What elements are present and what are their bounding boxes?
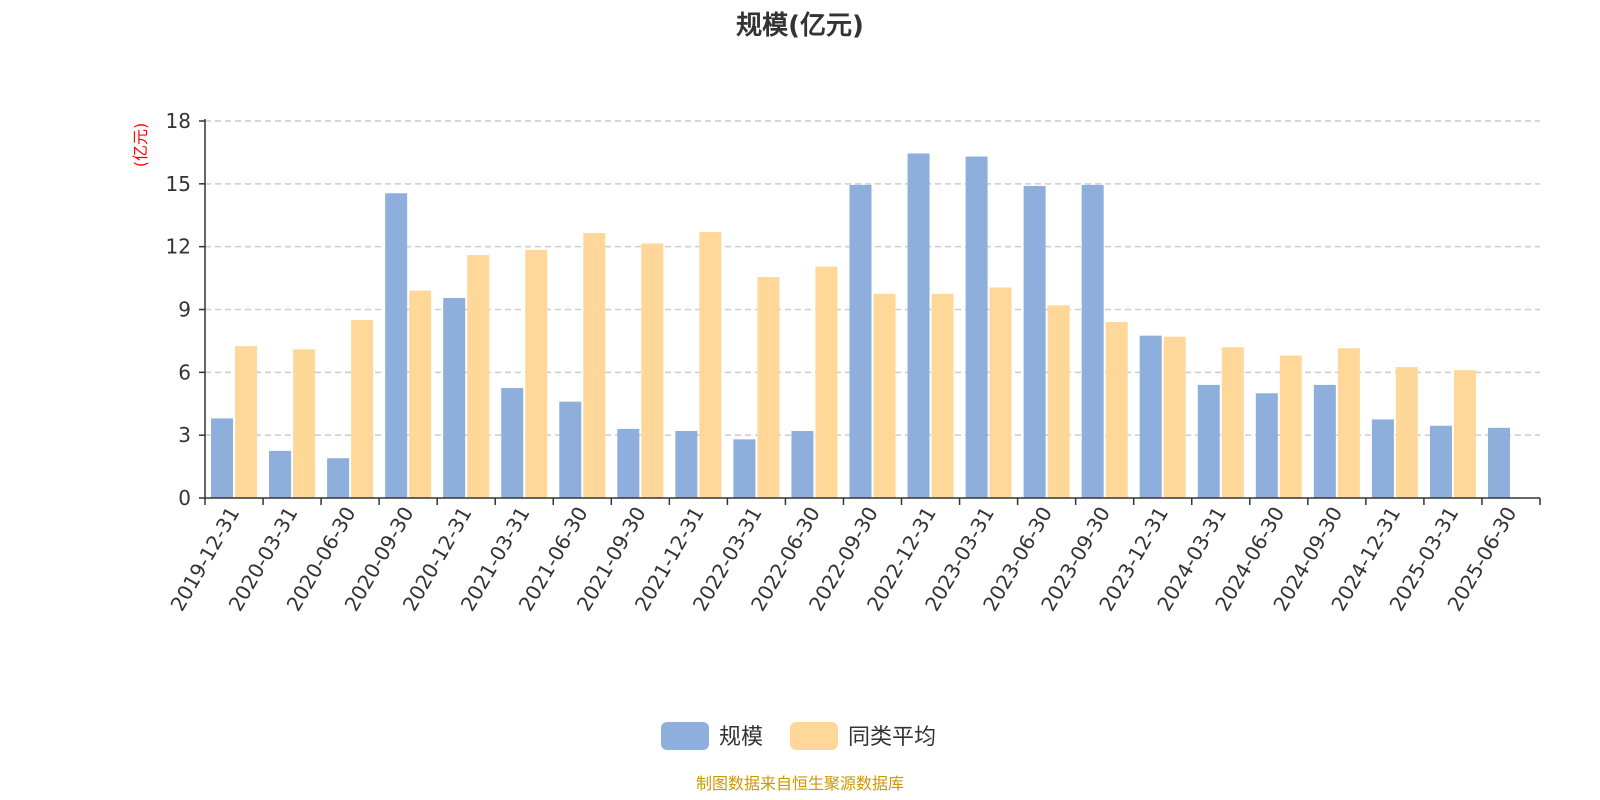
bar-scale — [617, 428, 640, 498]
bar-category-average — [293, 349, 316, 498]
bar-category-average — [699, 232, 722, 498]
bar-scale — [327, 458, 350, 498]
bar-scale — [385, 193, 408, 498]
legend-label: 规模 — [719, 725, 763, 750]
bar-category-average — [409, 290, 432, 498]
y-tick-label: 9 — [178, 298, 191, 322]
bar-category-average — [931, 293, 954, 498]
bar-category-average — [757, 277, 780, 498]
bar-scale — [1429, 425, 1452, 498]
bar-category-average — [1163, 336, 1186, 498]
bar-scale — [1023, 185, 1046, 498]
bar-scale — [1197, 384, 1220, 498]
bar-scale — [907, 153, 930, 499]
bar-scale — [443, 297, 466, 498]
bar-category-average — [525, 249, 548, 498]
bar-scale — [1139, 335, 1162, 498]
bar-scale — [1487, 427, 1510, 498]
bar-category-average — [583, 233, 606, 498]
y-tick-label: 3 — [178, 423, 191, 447]
bar-category-average — [467, 255, 490, 498]
bar-category-average — [1105, 322, 1128, 498]
legend-label: 同类平均 — [848, 725, 936, 750]
bar-category-average — [1453, 370, 1476, 498]
bar-category-average — [1279, 355, 1302, 498]
bar-category-average — [1337, 348, 1360, 498]
bar-scale — [965, 156, 988, 498]
chart-title: 规模(亿元) — [736, 11, 864, 41]
bar-category-average — [351, 319, 374, 498]
bar-scale — [559, 401, 582, 498]
bar-scale — [1371, 419, 1394, 498]
y-tick-label: 0 — [178, 486, 191, 510]
y-tick-label: 6 — [178, 360, 191, 384]
bar-scale — [733, 439, 756, 498]
y-tick-label: 12 — [166, 235, 191, 259]
bar-scale — [211, 418, 234, 498]
y-tick-label: 15 — [166, 172, 191, 196]
bar-category-average — [989, 287, 1012, 498]
y-tick-label: 18 — [166, 109, 191, 133]
bar-scale — [675, 430, 698, 498]
data-source-note: 制图数据来自恒生聚源数据库 — [696, 774, 904, 793]
legend-swatch — [661, 722, 709, 750]
legend: 规模 同类平均 — [661, 722, 936, 750]
bar-scale — [1255, 393, 1278, 498]
bar-category-average — [1221, 347, 1244, 498]
y-axis-unit: (亿元) — [131, 123, 150, 168]
bar-category-average — [1395, 367, 1418, 498]
legend-swatch — [790, 722, 838, 750]
bar-scale — [791, 430, 814, 498]
bar-scale — [1313, 384, 1336, 498]
bar-scale — [849, 184, 872, 498]
bar-category-average — [815, 266, 838, 498]
bar-scale — [501, 388, 524, 498]
bars — [211, 153, 1510, 499]
bar-scale — [1081, 184, 1104, 498]
bar-category-average — [873, 293, 896, 498]
bar-category-average — [235, 346, 258, 498]
bar-category-average — [1047, 305, 1070, 498]
bar-scale — [269, 450, 292, 498]
bar-category-average — [641, 243, 664, 498]
